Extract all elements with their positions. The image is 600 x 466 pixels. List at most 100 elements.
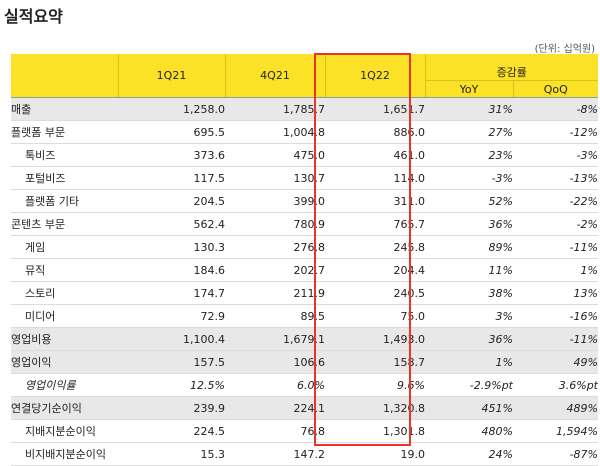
table-row: 미디어 72.9 89.5 75.0 3% -16% [11, 304, 598, 328]
table-row: 영업이익률 12.5% 6.0% 9.6% -2.9%pt 3.6%pt [11, 373, 598, 397]
row-label: 미디어 [11, 304, 118, 328]
cell-1q22: 1,493.0 [325, 327, 425, 351]
cell-yoy: 1% [425, 350, 513, 374]
cell-yoy: -2.9%pt [425, 373, 513, 397]
cell-qoq: -8% [513, 97, 598, 121]
row-label: 영업이익 [11, 350, 118, 374]
cell-qoq: 489% [513, 396, 598, 420]
cell-1q22: 1,320.8 [325, 396, 425, 420]
row-label: 스토리 [11, 281, 118, 305]
cell-yoy: 480% [425, 419, 513, 443]
cell-yoy: 11% [425, 258, 513, 282]
row-label: 지배지분순이익 [11, 419, 118, 443]
cell-qoq: 3.6%pt [513, 373, 598, 397]
cell-1q22: 461.0 [325, 143, 425, 167]
cell-1q21: 117.5 [118, 166, 225, 190]
header-quarter: 1Q21 [117, 54, 225, 98]
cell-4q21: 76.8 [225, 419, 325, 443]
cell-1q21: 224.5 [118, 419, 225, 443]
cell-1q22: 114.0 [325, 166, 425, 190]
cell-1q22: 204.4 [325, 258, 425, 282]
row-label: 뮤직 [11, 258, 118, 282]
table-row: 지배지분순이익 224.5 76.8 1,301.8 480% 1,594% [11, 419, 598, 443]
header-quarter: 4Q21 [224, 54, 325, 98]
cell-qoq: 13% [513, 281, 598, 305]
cell-1q22: 886.0 [325, 120, 425, 144]
cell-4q21: 1,004.8 [225, 120, 325, 144]
cell-4q21: 475.0 [225, 143, 325, 167]
cell-yoy: 36% [425, 212, 513, 236]
header-qoq: QoQ [512, 80, 598, 98]
table-row: 매출 1,258.0 1,785.7 1,651.7 31% -8% [11, 97, 598, 121]
cell-1q22: 311.0 [325, 189, 425, 213]
cell-4q21: 130.7 [225, 166, 325, 190]
header-yoy: YoY [424, 80, 513, 98]
cell-1q21: 373.6 [118, 143, 225, 167]
cell-1q21: 239.9 [118, 396, 225, 420]
cell-qoq: -11% [513, 327, 598, 351]
cell-yoy: 89% [425, 235, 513, 259]
cell-1q22: 9.6% [325, 373, 425, 397]
cell-1q22: 240.5 [325, 281, 425, 305]
cell-4q21: 1,679.1 [225, 327, 325, 351]
cell-4q21: 202.7 [225, 258, 325, 282]
table-row: 뮤직 184.6 202.7 204.4 11% 1% [11, 258, 598, 282]
row-label: 콘텐츠 부문 [11, 212, 118, 236]
header-quarter: 1Q22 [324, 54, 425, 98]
cell-4q21: 89.5 [225, 304, 325, 328]
cell-qoq: 1,594% [513, 419, 598, 443]
table-row: 플랫폼 부문 695.5 1,004.8 886.0 27% -12% [11, 120, 598, 144]
cell-qoq: 1% [513, 258, 598, 282]
row-label: 게임 [11, 235, 118, 259]
cell-yoy: 36% [425, 327, 513, 351]
cell-qoq: -16% [513, 304, 598, 328]
financial-summary-table: 1Q21 4Q21 1Q22 증감률 YoY QoQ 매출 1,258.0 1,… [11, 54, 598, 466]
cell-qoq: -3% [513, 143, 598, 167]
table-row: 플랫폼 기타 204.5 399.0 311.0 52% -22% [11, 189, 598, 213]
cell-qoq: 49% [513, 350, 598, 374]
cell-1q21: 562.4 [118, 212, 225, 236]
cell-1q22: 1,301.8 [325, 419, 425, 443]
unit-note: (단위: 십억원) [534, 44, 595, 55]
table-row: 포털비즈 117.5 130.7 114.0 -3% -13% [11, 166, 598, 190]
cell-1q21: 184.6 [118, 258, 225, 282]
cell-4q21: 399.0 [225, 189, 325, 213]
page-title: 실적요약 [4, 7, 63, 26]
row-label: 톡비즈 [11, 143, 118, 167]
cell-yoy: 23% [425, 143, 513, 167]
cell-qoq: -2% [513, 212, 598, 236]
cell-qoq: -22% [513, 189, 598, 213]
cell-yoy: 31% [425, 97, 513, 121]
cell-1q22: 75.0 [325, 304, 425, 328]
cell-1q22: 245.8 [325, 235, 425, 259]
row-label: 영업비용 [11, 327, 118, 351]
cell-yoy: -3% [425, 166, 513, 190]
cell-qoq: -12% [513, 120, 598, 144]
cell-1q21: 12.5% [118, 373, 225, 397]
table-row: 영업비용 1,100.4 1,679.1 1,493.0 36% -11% [11, 327, 598, 351]
cell-qoq: -13% [513, 166, 598, 190]
cell-qoq: -11% [513, 235, 598, 259]
row-label: 플랫폼 기타 [11, 189, 118, 213]
cell-4q21: 106.6 [225, 350, 325, 374]
cell-4q21: 276.8 [225, 235, 325, 259]
table-row: 연결당기순이익 239.9 224.1 1,320.8 451% 489% [11, 396, 598, 420]
cell-yoy: 52% [425, 189, 513, 213]
row-label: 연결당기순이익 [11, 396, 118, 420]
table-row: 게임 130.3 276.8 245.8 89% -11% [11, 235, 598, 259]
cell-yoy: 3% [425, 304, 513, 328]
table-row: 스토리 174.7 211.9 240.5 38% 13% [11, 281, 598, 305]
cell-4q21: 224.1 [225, 396, 325, 420]
cell-1q22: 158.7 [325, 350, 425, 374]
cell-yoy: 451% [425, 396, 513, 420]
cell-4q21: 6.0% [225, 373, 325, 397]
header-label-cell [11, 54, 118, 98]
row-label: 플랫폼 부문 [11, 120, 118, 144]
header-growth: 증감률 [424, 54, 598, 81]
cell-yoy: 38% [425, 281, 513, 305]
cell-4q21: 211.9 [225, 281, 325, 305]
row-label: 포털비즈 [11, 166, 118, 190]
cell-1q21: 157.5 [118, 350, 225, 374]
cell-1q21: 204.5 [118, 189, 225, 213]
cell-1q21: 695.5 [118, 120, 225, 144]
